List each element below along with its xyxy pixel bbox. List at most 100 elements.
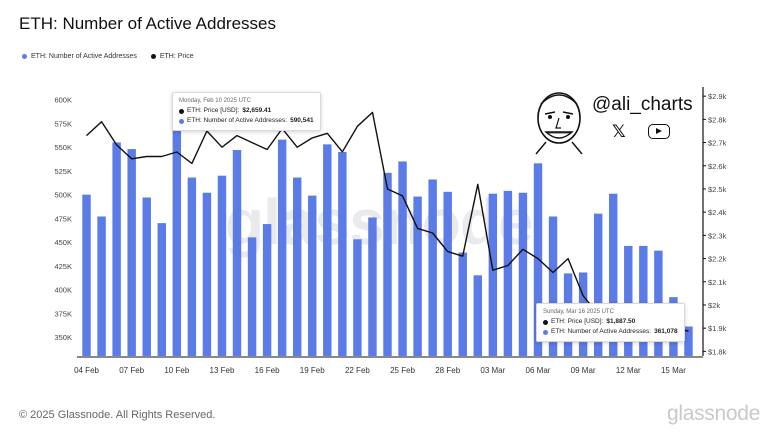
legend-line-swatch-icon bbox=[150, 54, 156, 59]
y-right-tick-label: $2.3k bbox=[708, 231, 727, 240]
ali-charts-brand: @ali_charts 𝕏 bbox=[528, 84, 698, 156]
legend-bar-swatch-icon bbox=[22, 54, 27, 59]
x-tick-label: 25 Feb bbox=[390, 366, 415, 375]
bar-active-addresses bbox=[82, 194, 91, 356]
y-right-tick-label: $2.1k bbox=[708, 278, 727, 287]
price-line bbox=[86, 111, 689, 332]
y-left-tick-label: 475K bbox=[54, 214, 72, 223]
y-left-tick-label: 500K bbox=[54, 191, 72, 200]
bar-active-addresses bbox=[684, 326, 693, 356]
bar-active-addresses bbox=[262, 224, 272, 356]
bar-active-addresses bbox=[443, 191, 452, 356]
y-left-tick-label: 450K bbox=[54, 238, 72, 247]
x-tick-label: 09 Mar bbox=[571, 366, 596, 375]
bar-active-addresses bbox=[609, 193, 618, 356]
bar-active-addresses bbox=[383, 172, 392, 356]
y-right-tick-label: $2.7k bbox=[708, 139, 727, 148]
bar-active-addresses bbox=[368, 217, 377, 356]
tooltip-price-row: ETH: Price [USD]: $2,659.41 bbox=[179, 106, 314, 116]
x-tick-label: 12 Mar bbox=[616, 366, 641, 375]
y-left-tick-label: 425K bbox=[54, 262, 72, 271]
legend-label-addresses: ETH: Number of Active Addresses bbox=[31, 53, 137, 60]
bar-active-addresses bbox=[217, 175, 227, 356]
y-right-tick-label: $2.8k bbox=[708, 115, 727, 124]
y-left-tick-label: 575K bbox=[54, 119, 72, 128]
bar-active-addresses bbox=[97, 216, 106, 356]
y-right-tick-label: $2.2k bbox=[708, 255, 727, 264]
tooltip-addr-label: ETH: Number of Active Addresses: bbox=[551, 328, 652, 335]
y-right-tick-label: $2.4k bbox=[708, 208, 727, 217]
y-left-tick-label: 375K bbox=[54, 309, 72, 318]
bar-active-addresses bbox=[247, 237, 257, 356]
bar-active-addresses bbox=[458, 252, 467, 356]
x-tick-label: 15 Mar bbox=[661, 366, 686, 375]
bar-active-addresses bbox=[428, 179, 437, 356]
bar-active-addresses bbox=[187, 177, 197, 356]
tooltip-addr-row: ETH: Number of Active Addresses: 361,078 bbox=[543, 327, 678, 337]
y-right-tick-label: $2.6k bbox=[708, 162, 727, 171]
bar-active-addresses bbox=[142, 197, 151, 356]
bar-active-addresses bbox=[533, 163, 543, 356]
tooltip-price-row: ETH: Price [USD]: $1,887.50 bbox=[543, 317, 678, 327]
bar-active-addresses bbox=[353, 239, 362, 356]
tooltip-feb-10: Monday, Feb 10 2025 UTC ETH: Price [USD]… bbox=[172, 92, 321, 131]
bar-active-addresses bbox=[202, 192, 212, 356]
bar-active-addresses bbox=[127, 149, 136, 356]
bar-active-addresses bbox=[308, 195, 317, 356]
bar-active-addresses bbox=[292, 177, 302, 356]
bar-active-addresses bbox=[488, 193, 498, 356]
legend-item-addresses[interactable]: ETH: Number of Active Addresses bbox=[22, 53, 137, 60]
y-right-tick-label: $2.5k bbox=[708, 185, 727, 194]
bar-active-addresses bbox=[473, 275, 483, 356]
tooltip-price-value: $1,887.50 bbox=[606, 318, 636, 325]
bar-active-addresses bbox=[232, 150, 242, 356]
bar-active-addresses bbox=[157, 223, 166, 356]
copyright-text: © 2025 Glassnode. All Rights Reserved. bbox=[19, 409, 216, 421]
x-tick-label: 16 Feb bbox=[255, 366, 280, 375]
brand-handle: @ali_charts bbox=[592, 94, 693, 115]
tooltip-price-label: ETH: Price [USD]: bbox=[551, 318, 604, 325]
tooltip-mar-16: Sunday, Mar 16 2025 UTC ETH: Price [USD]… bbox=[536, 303, 685, 342]
caricature-face-icon bbox=[535, 92, 583, 155]
bar-active-addresses bbox=[518, 192, 528, 356]
y-right-tick-label: $2k bbox=[708, 301, 720, 310]
youtube-icon[interactable] bbox=[648, 124, 670, 139]
bar-active-addresses bbox=[338, 151, 347, 356]
tooltip-price-value: $2,659.41 bbox=[242, 107, 272, 114]
y-left-tick-label: 400K bbox=[54, 286, 72, 295]
y-left-tick-label: 350K bbox=[54, 333, 72, 342]
tooltip-addr-value: 590,541 bbox=[290, 117, 314, 124]
x-tick-label: 06 Mar bbox=[526, 366, 551, 375]
tooltip-date: Monday, Feb 10 2025 UTC bbox=[179, 98, 251, 104]
chart-legend: ETH: Number of Active Addresses ETH: Pri… bbox=[22, 53, 194, 60]
y-left-tick-label: 600K bbox=[54, 96, 72, 105]
y-right-tick-label: $1.8k bbox=[708, 347, 727, 356]
legend-item-price[interactable]: ETH: Price bbox=[150, 53, 194, 60]
tooltip-addr-value: 361,078 bbox=[654, 328, 678, 335]
bar-active-addresses bbox=[172, 108, 182, 357]
bar-active-addresses bbox=[548, 216, 558, 356]
addr-dot-icon bbox=[543, 329, 548, 335]
legend-label-price: ETH: Price bbox=[159, 53, 194, 60]
bar-active-addresses bbox=[323, 144, 332, 356]
x-tick-label: 28 Feb bbox=[435, 366, 460, 375]
y-left-tick-label: 550K bbox=[54, 143, 72, 152]
glassnode-logo[interactable]: glassnode bbox=[666, 402, 760, 425]
price-dot-icon bbox=[179, 108, 184, 114]
x-tick-label: 19 Feb bbox=[300, 366, 325, 375]
bar-active-addresses bbox=[593, 213, 603, 356]
x-tick-label: 22 Feb bbox=[345, 366, 370, 375]
bar-active-addresses bbox=[413, 196, 422, 356]
y-right-tick-label: $1.9k bbox=[708, 324, 727, 333]
bar-active-addresses bbox=[398, 161, 407, 356]
tooltip-price-label: ETH: Price [USD]: bbox=[187, 107, 240, 114]
tooltip-addr-label: ETH: Number of Active Addresses: bbox=[187, 117, 288, 124]
x-tick-label: 10 Feb bbox=[164, 366, 189, 375]
x-tick-label: 13 Feb bbox=[210, 366, 235, 375]
bar-active-addresses bbox=[639, 245, 648, 356]
x-logo-icon[interactable]: 𝕏 bbox=[612, 122, 626, 141]
addr-dot-icon bbox=[179, 118, 184, 124]
bar-active-addresses bbox=[112, 142, 121, 356]
y-left-tick-label: 525K bbox=[54, 167, 72, 176]
bar-active-addresses bbox=[624, 245, 633, 356]
